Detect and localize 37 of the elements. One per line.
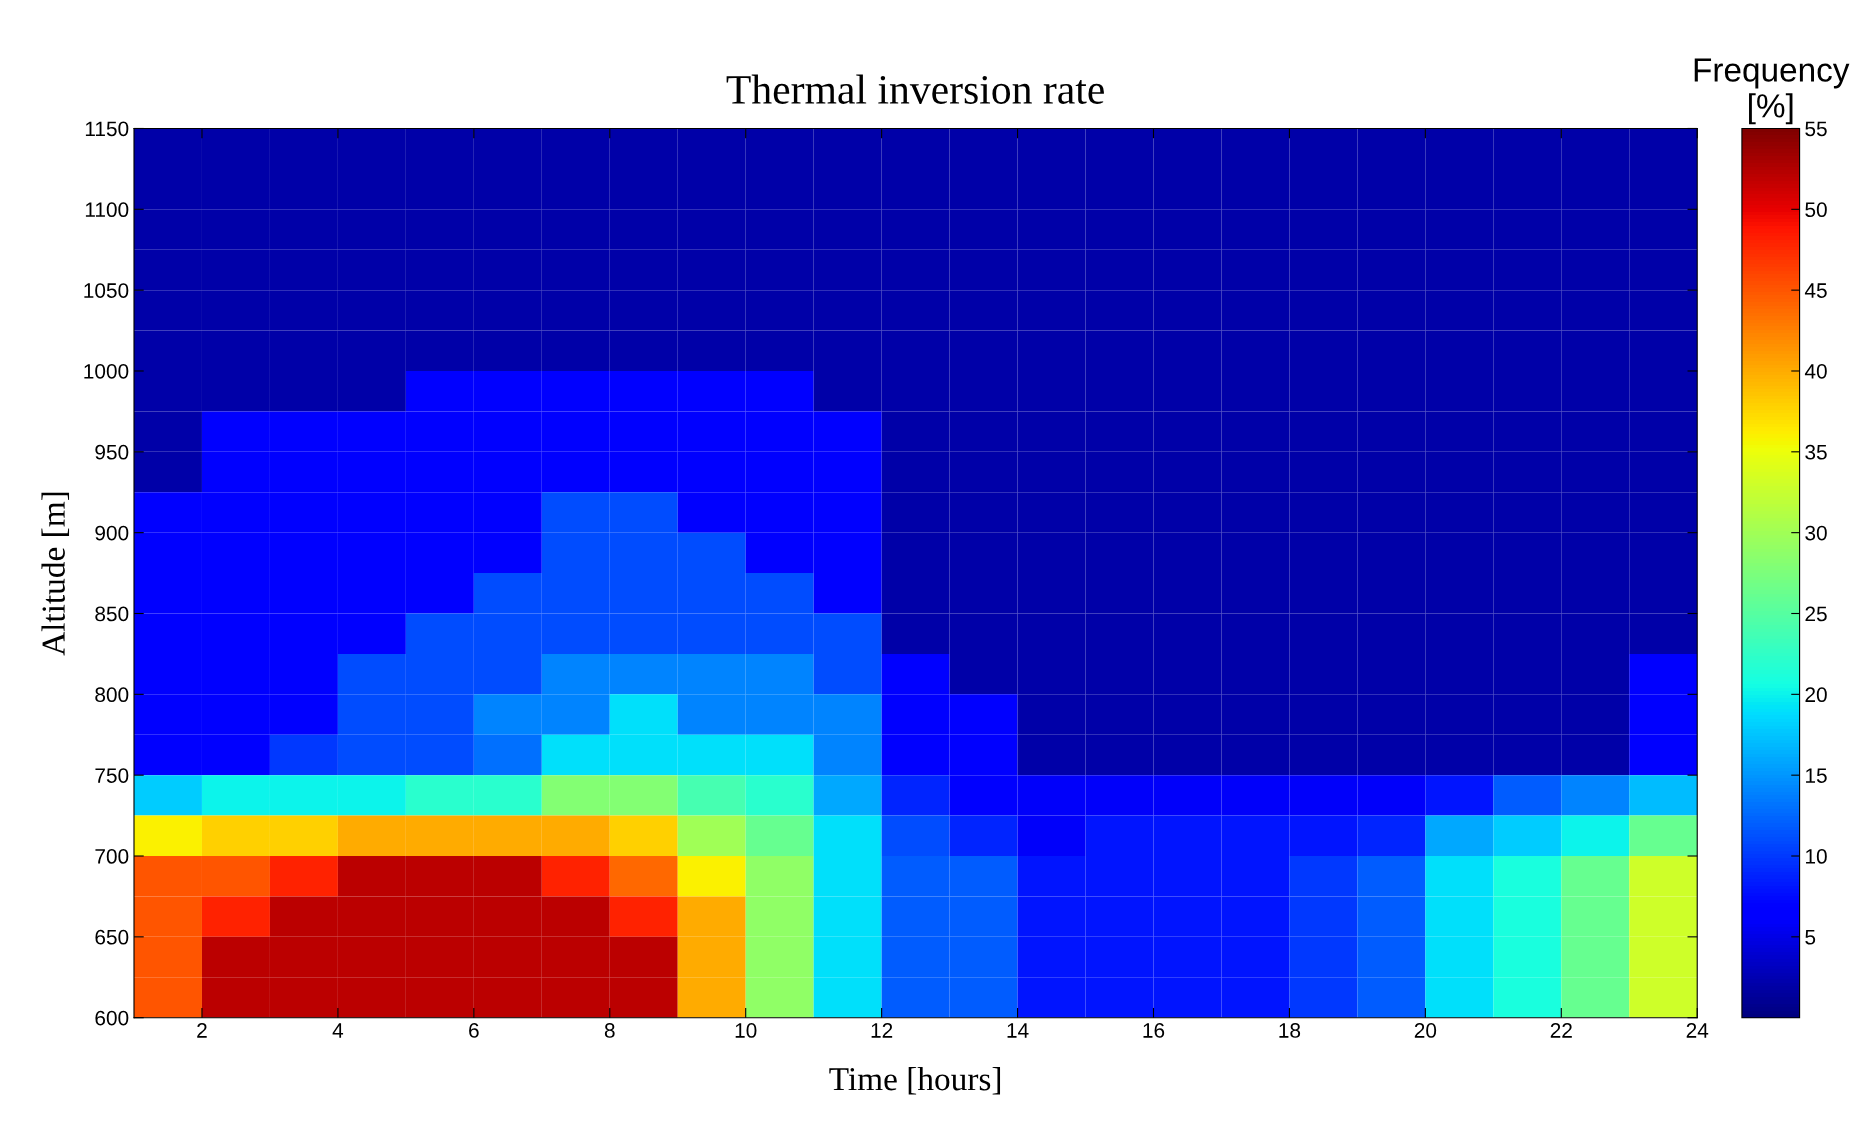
color-bar-label: 5 [1805, 930, 1816, 945]
y-tick-label: 600 [95, 1010, 129, 1026]
y-tick-label: 750 [95, 768, 129, 783]
y-tick-label: 650 [95, 929, 129, 945]
color-bar-label: 25 [1805, 606, 1827, 622]
y-axis-title: Altitude [m] [41, 492, 70, 656]
x-tick-label: 6 [469, 1023, 479, 1038]
x-tick-label: 10 [735, 1023, 757, 1038]
x-axis-title: Time [hours] [829, 1066, 1001, 1095]
x-tick-label: 24 [1686, 1023, 1709, 1038]
y-tick-label: 1100 [85, 202, 129, 218]
color-bar-label: 50 [1805, 202, 1827, 218]
y-tick-label: 950 [95, 444, 129, 460]
x-tick-label: 14 [1007, 1023, 1029, 1038]
x-tick-label: 22 [1550, 1023, 1572, 1038]
x-tick-label: 4 [332, 1023, 344, 1038]
y-tick-label: 900 [95, 525, 129, 541]
color-bar-label: 35 [1805, 444, 1827, 460]
x-tick-label: 2 [197, 1023, 207, 1038]
y-tick-label: 800 [95, 687, 129, 703]
x-tick-label: 18 [1279, 1023, 1301, 1038]
x-tick-label: 12 [871, 1023, 893, 1038]
color-bar-label: 20 [1805, 687, 1827, 703]
color-bar-label: 30 [1805, 525, 1827, 541]
chart-title: Thermal inversion rate [726, 74, 1104, 104]
x-tick-label: 16 [1143, 1023, 1165, 1038]
color-bar-label: 10 [1806, 849, 1827, 864]
y-tick-label: 1050 [84, 283, 129, 298]
y-tick-label: 1150 [85, 121, 129, 137]
color-bar-label: 15 [1806, 768, 1827, 783]
y-tick-label: 700 [95, 849, 129, 864]
color-bar-label: 40 [1804, 363, 1827, 379]
x-tick-label: 20 [1414, 1023, 1437, 1038]
x-tick-label: 8 [604, 1023, 615, 1038]
color-bar-label: 45 [1804, 283, 1827, 298]
y-tick-label: 1000 [84, 363, 129, 379]
y-tick-label: 850 [95, 606, 129, 622]
